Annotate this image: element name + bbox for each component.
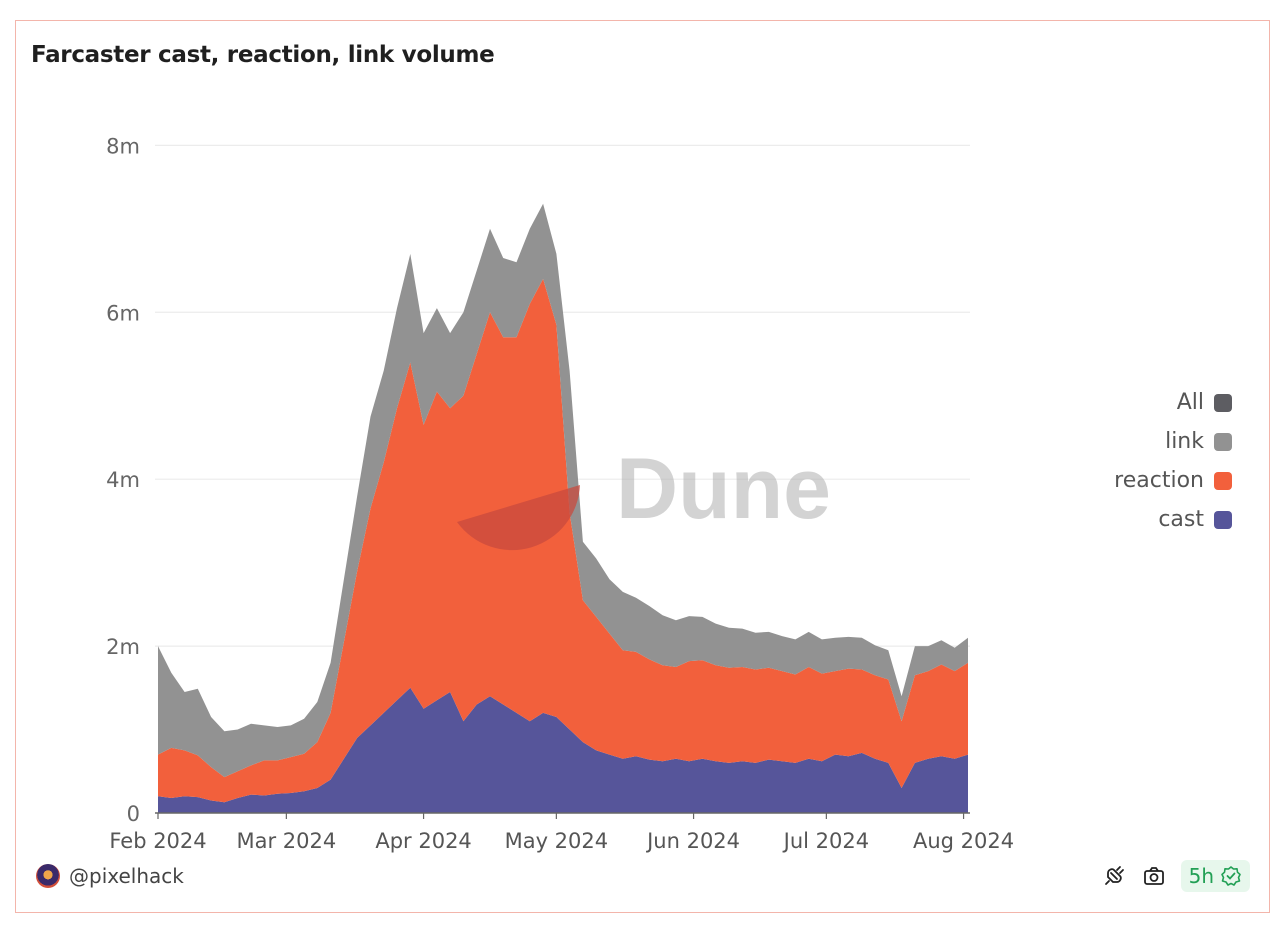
camera-icon[interactable] <box>1141 863 1167 889</box>
area-series-link[interactable] <box>158 203 968 778</box>
x-tick-label: May 2024 <box>505 829 609 853</box>
author-name: @pixelhack <box>69 864 184 888</box>
legend: All link reaction cast <box>1114 383 1232 539</box>
x-tick-label: Apr 2024 <box>375 829 471 853</box>
y-tick-label: 2m <box>106 635 140 659</box>
legend-swatch <box>1214 393 1232 412</box>
legend-label: reaction <box>1114 468 1204 493</box>
y-tick-label: 6m <box>106 301 140 325</box>
avatar-icon <box>36 864 60 888</box>
plug-icon[interactable] <box>1101 863 1127 889</box>
dune-watermark: Dune <box>457 441 831 551</box>
area-series-reaction[interactable] <box>158 278 968 803</box>
x-tick-label: Mar 2024 <box>236 829 336 853</box>
y-tick-label: 8m <box>106 134 140 158</box>
dune-logo-mark <box>457 485 580 551</box>
dune-watermark-text: Dune <box>616 441 831 537</box>
legend-label: link <box>1165 429 1204 454</box>
legend-item-all[interactable]: All <box>1114 383 1232 422</box>
y-tick-label: 4m <box>106 468 140 492</box>
legend-item-cast[interactable]: cast <box>1114 500 1232 539</box>
legend-swatch <box>1214 471 1232 490</box>
check-badge-icon <box>1221 866 1241 886</box>
freshness-text: 5h <box>1188 864 1214 888</box>
legend-swatch <box>1214 510 1232 529</box>
x-tick-label: Jul 2024 <box>782 829 869 853</box>
freshness-badge[interactable]: 5h <box>1180 860 1250 892</box>
area-series-cast[interactable] <box>158 687 968 813</box>
x-tick-label: Feb 2024 <box>109 829 206 853</box>
legend-swatch <box>1214 432 1232 451</box>
x-tick-label: Aug 2024 <box>913 829 1014 853</box>
author[interactable]: @pixelhack <box>36 864 184 888</box>
y-tick-label: 0 <box>127 802 140 826</box>
legend-label: All <box>1176 390 1204 415</box>
x-tick-label: Jun 2024 <box>645 829 740 853</box>
legend-item-reaction[interactable]: reaction <box>1114 461 1232 500</box>
legend-item-link[interactable]: link <box>1114 422 1232 461</box>
legend-label: cast <box>1158 507 1204 532</box>
chart-title: Farcaster cast, reaction, link volume <box>31 42 495 68</box>
footer-tools: 5h <box>1087 860 1250 892</box>
